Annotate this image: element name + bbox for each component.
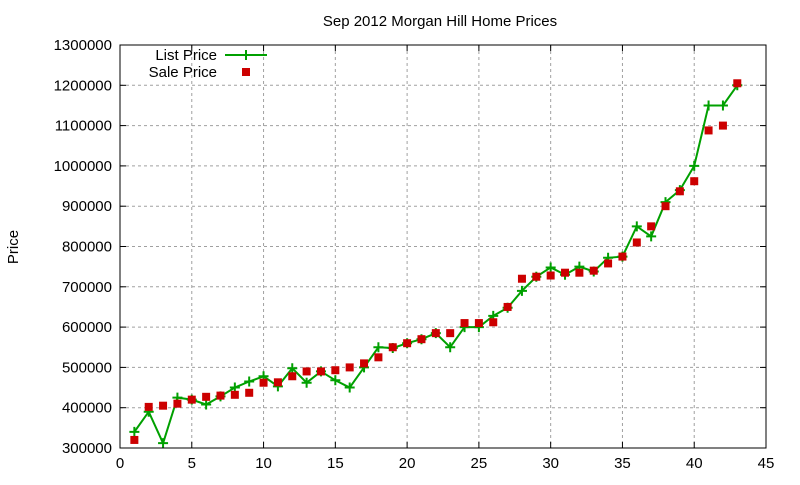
sale-price-point <box>546 271 555 280</box>
list-price-point <box>201 399 212 410</box>
x-tick-label: 10 <box>255 455 272 472</box>
sale-price-point <box>302 367 311 376</box>
y-tick-label: 1300000 <box>54 37 112 54</box>
y-tick-label: 500000 <box>62 359 112 376</box>
sale-price-point <box>259 378 268 387</box>
sale-price-point <box>431 329 440 338</box>
list-price-point <box>244 376 255 387</box>
list-price-point <box>703 100 714 111</box>
legend-marker-list-price <box>241 50 251 60</box>
x-tick-label: 40 <box>686 455 703 472</box>
sale-price-point <box>718 121 727 130</box>
sale-price-point <box>216 391 225 400</box>
sale-price-point <box>647 222 656 231</box>
y-tick-label: 1000000 <box>54 158 112 175</box>
sale-price-point <box>159 401 168 410</box>
x-tick-label: 30 <box>542 455 559 472</box>
sale-price-point <box>403 339 412 348</box>
sale-price-point <box>690 177 699 186</box>
sale-price-point <box>187 395 196 404</box>
sale-price-point <box>589 266 598 275</box>
y-tick-label: 1100000 <box>55 118 112 135</box>
sale-price-point <box>704 126 713 135</box>
sale-price-point <box>575 268 584 277</box>
x-tick-label: 20 <box>399 455 416 472</box>
sale-price-point <box>460 319 469 328</box>
list-price-point <box>373 342 384 353</box>
x-tick-label: 5 <box>188 455 196 472</box>
sale-price-point <box>618 252 627 261</box>
sale-price-point <box>661 202 670 211</box>
list-price-point <box>445 342 456 353</box>
sale-price-point <box>202 392 211 401</box>
sale-price-point <box>489 318 498 327</box>
legend-marker-sale-price <box>242 68 250 76</box>
sale-price-point <box>130 435 139 444</box>
list-price-point <box>717 100 728 111</box>
sale-price-point <box>360 359 369 368</box>
sale-price-point <box>604 259 613 268</box>
sale-price-point <box>345 363 354 372</box>
list-price-point <box>516 285 527 296</box>
sale-price-point <box>144 402 153 411</box>
list-price-point <box>287 363 298 374</box>
sale-price-point <box>331 366 340 375</box>
list-price-point <box>330 375 341 386</box>
y-axis-label: Price <box>5 230 22 264</box>
list-price-point <box>646 231 657 242</box>
series-layer <box>129 79 743 449</box>
sale-price-point <box>474 319 483 328</box>
list-price-point <box>301 377 312 388</box>
sale-price-point <box>374 353 383 362</box>
x-tick-label: 25 <box>471 455 488 472</box>
sale-price-point <box>173 399 182 408</box>
x-tick-label: 0 <box>116 455 124 472</box>
sale-price-point <box>632 238 641 247</box>
y-tick-label: 1200000 <box>54 77 112 94</box>
legend-label-sale-price: Sale Price <box>149 64 217 81</box>
sale-price-point <box>230 390 239 399</box>
list-price-point <box>344 382 355 393</box>
sale-price-point <box>446 329 455 338</box>
y-tick-label: 400000 <box>62 400 112 417</box>
axis-ticks: 0 5 10 15 20 25 30 35 40 45 300000 400000 500000 6000… <box>54 37 775 472</box>
y-tick-label: 600000 <box>62 319 112 336</box>
grid <box>120 45 766 448</box>
list-price-point <box>689 160 700 171</box>
y-tick-label: 800000 <box>62 239 112 256</box>
list-price-point <box>545 262 556 273</box>
sale-price-point <box>273 378 282 387</box>
sale-price-point <box>288 372 297 381</box>
x-tick-label: 15 <box>327 455 344 472</box>
y-tick-label: 700000 <box>62 279 112 296</box>
x-tick-label: 45 <box>758 455 775 472</box>
legend-label-list-price: List Price <box>155 47 217 64</box>
sale-price-point <box>517 274 526 283</box>
sale-price-point <box>417 335 426 344</box>
chart-title: Sep 2012 Morgan Hill Home Prices <box>323 13 557 30</box>
sale-price-point <box>503 302 512 311</box>
x-tick-label: 35 <box>614 455 631 472</box>
sale-price-point <box>316 367 325 376</box>
list-price-point <box>631 221 642 232</box>
sale-price-point <box>733 79 742 88</box>
sale-price-point <box>388 343 397 352</box>
y-tick-label: 900000 <box>62 198 112 215</box>
sale-price-point <box>675 187 684 196</box>
list-price-line <box>133 84 739 446</box>
list-price-point <box>129 426 140 437</box>
plot-border <box>119 44 767 449</box>
sale-price-point <box>532 272 541 281</box>
list-price-point <box>158 438 169 449</box>
legend: List Price Sale Price <box>149 47 267 81</box>
y-tick-label: 300000 <box>62 440 112 457</box>
sale-price-point <box>245 388 254 397</box>
sale-price-point <box>561 268 570 277</box>
